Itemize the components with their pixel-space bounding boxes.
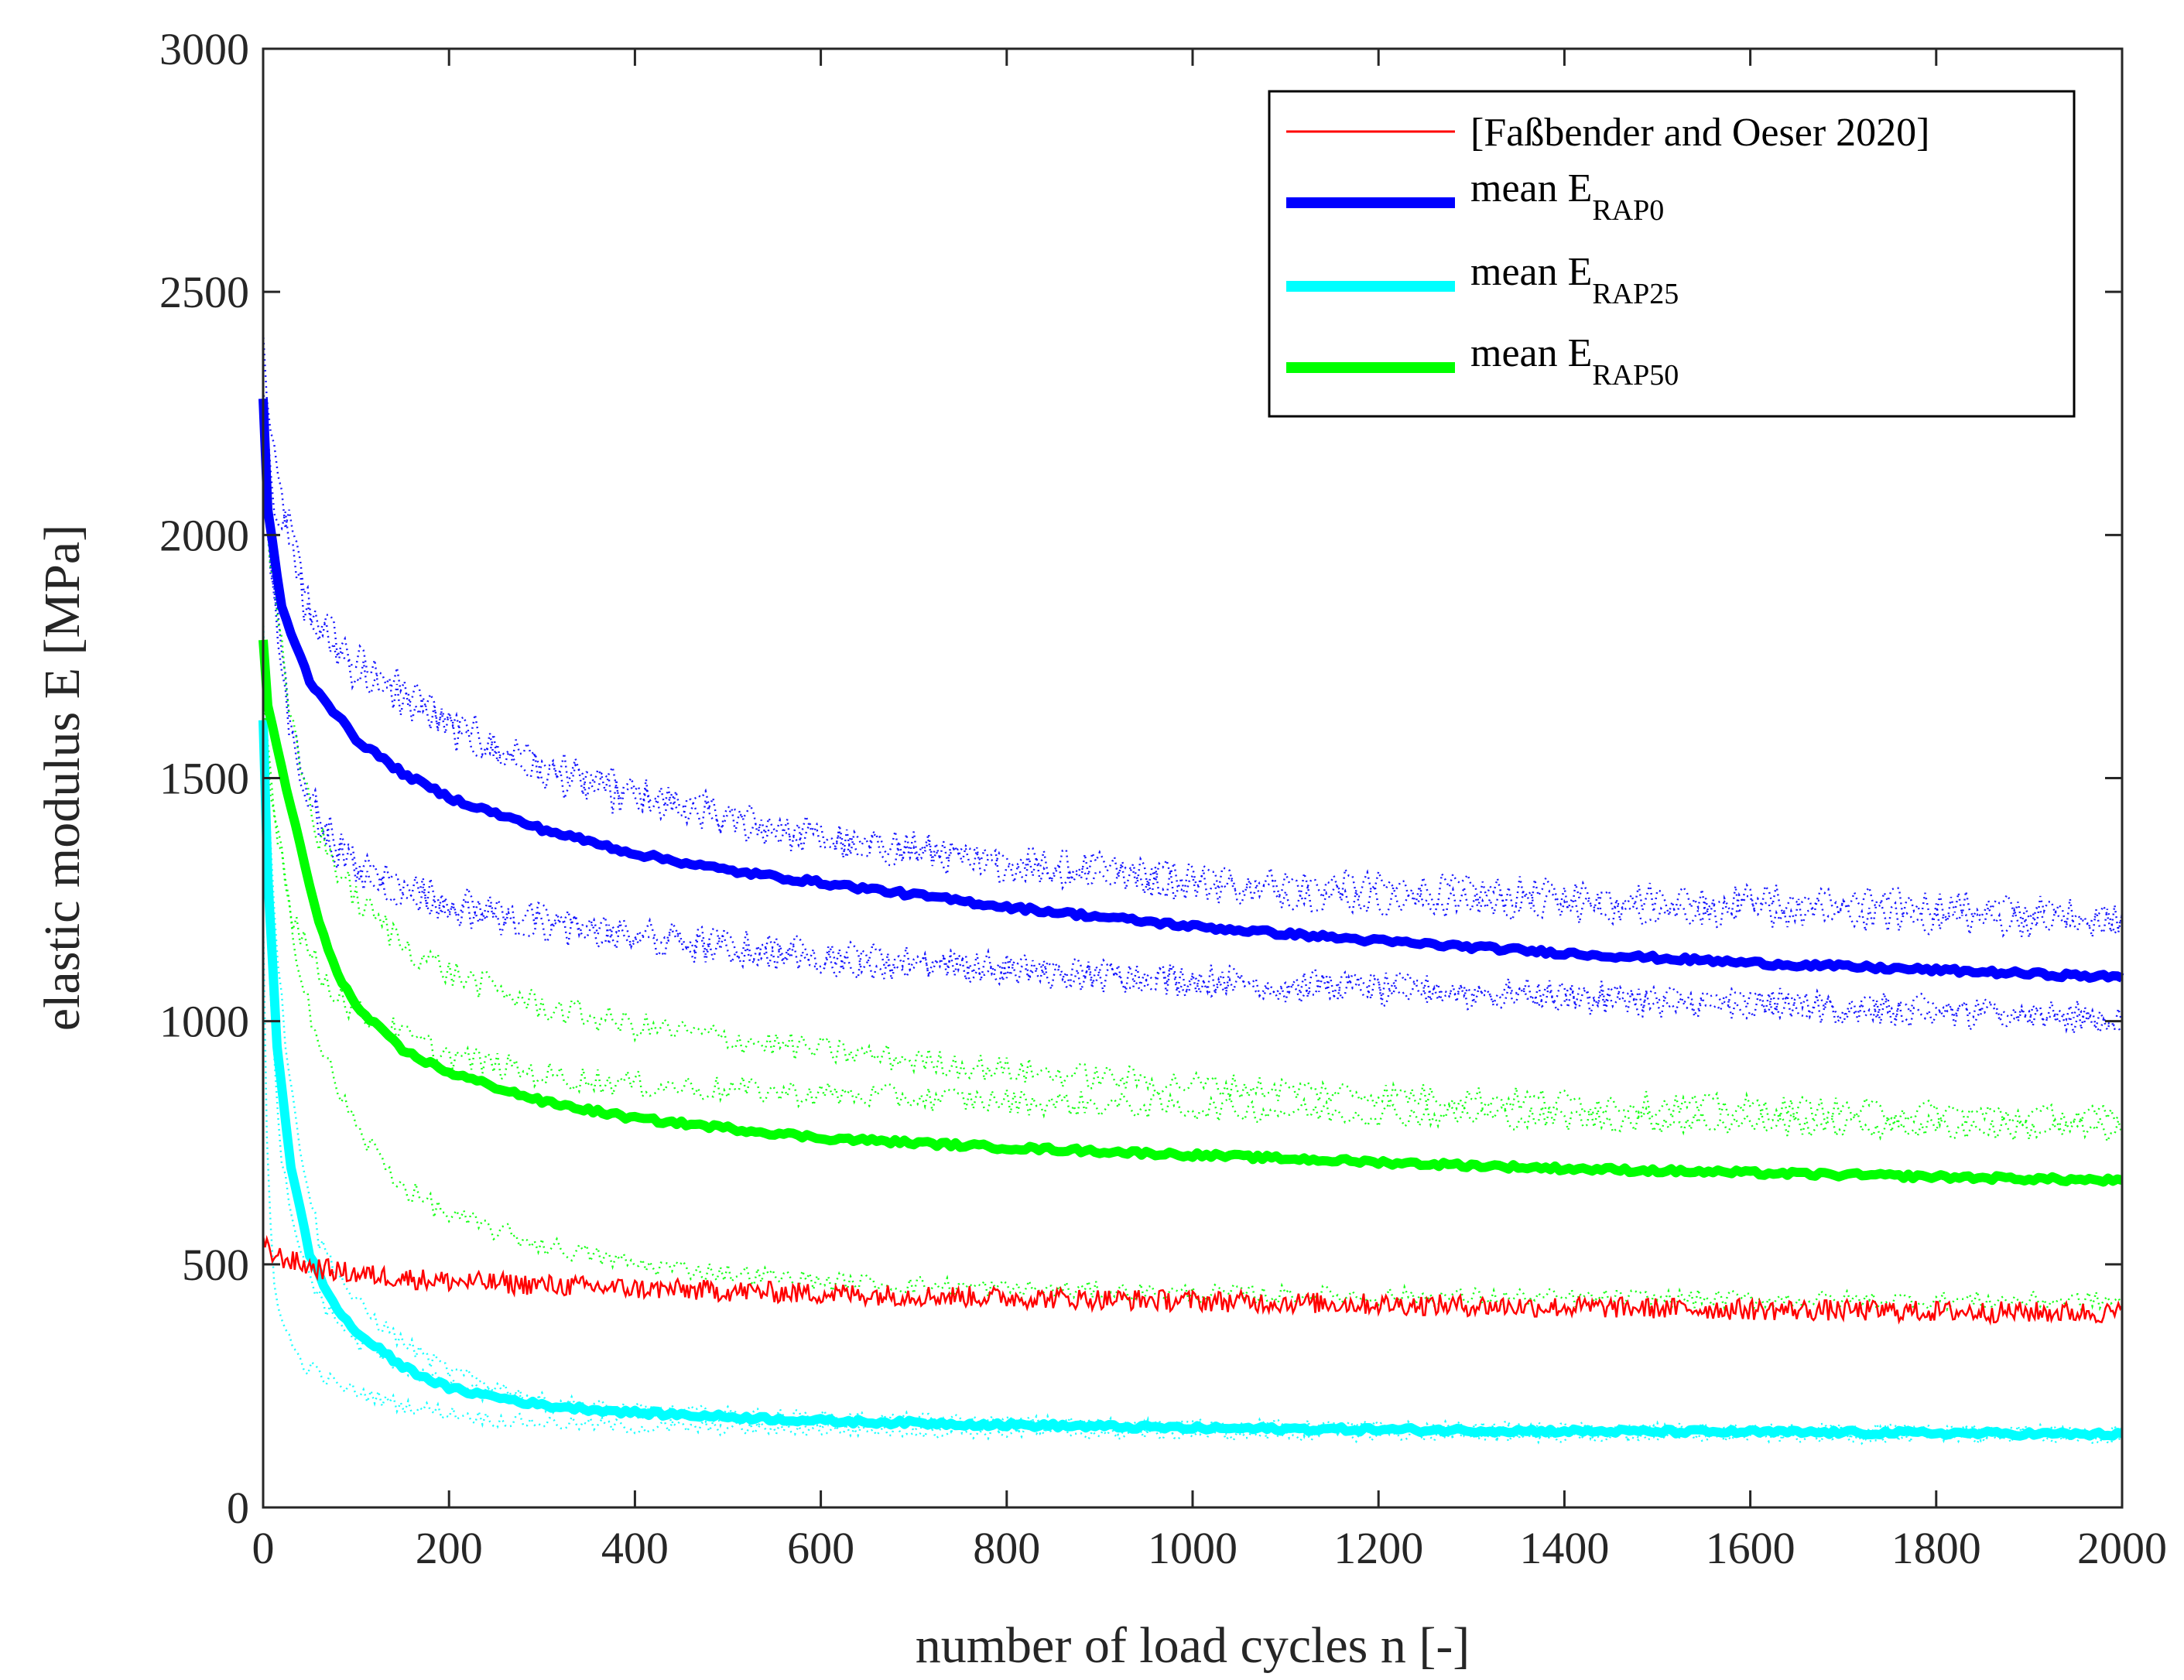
- series-mean-e-rap0: [258, 399, 2124, 983]
- x-axis-label: number of load cycles n [-]: [916, 1617, 1470, 1674]
- data-layer: [258, 332, 2124, 1446]
- x-tick-label: 800: [973, 1523, 1040, 1573]
- y-axis-label: elastic modulus E [MPa]: [34, 525, 91, 1031]
- legend-label-rap50-main: mean E: [1470, 331, 1592, 375]
- sample-trace: [262, 332, 2124, 933]
- y-tick-label: 2500: [159, 267, 249, 317]
- x-tick-label: 200: [416, 1523, 483, 1573]
- y-tick-label: 3000: [159, 24, 249, 74]
- legend-label-fassbender: [Faßbender and Oeser 2020]: [1470, 111, 1929, 155]
- series-rap0-sample-1: [262, 332, 2124, 933]
- x-tick-label: 1000: [1148, 1523, 1237, 1573]
- sample-trace: [262, 389, 2124, 938]
- mean-line: [258, 639, 2124, 1187]
- x-tick-label: 1400: [1519, 1523, 1609, 1573]
- sample-trace: [262, 676, 2124, 1145]
- x-tick-label: 1800: [1891, 1523, 1981, 1573]
- legend: [Faßbender and Oeser 2020] mean ERAP0 me…: [1268, 90, 2076, 418]
- legend-label-rap25-main: mean E: [1470, 250, 1592, 294]
- series-rap0-sample-3: [262, 434, 2124, 1030]
- legend-label-rap50-sub: RAP50: [1592, 359, 1679, 392]
- legend-label-rap0-sub: RAP0: [1592, 194, 1664, 227]
- y-tick-label: 500: [182, 1240, 249, 1290]
- sample-trace: [262, 434, 2124, 1030]
- series-mean-e-rap25: [258, 720, 2124, 1441]
- x-tick-label: 400: [601, 1523, 669, 1573]
- legend-label-rap50: mean ERAP50: [1470, 331, 1679, 392]
- x-tick-label: 1600: [1706, 1523, 1795, 1573]
- x-tick-label: 0: [252, 1523, 275, 1573]
- legend-label-rap25-sub: RAP25: [1592, 278, 1679, 310]
- legend-label-rap0-main: mean E: [1470, 166, 1592, 210]
- y-tick-label: 1500: [159, 754, 249, 804]
- ticks-layer: 0 200 400 600 800 1000 1200 1400 1600 1800 2000 0 50…: [159, 24, 2167, 1573]
- y-tick-label: 0: [227, 1483, 249, 1533]
- x-tick-label: 600: [787, 1523, 854, 1573]
- x-tick-label: 1200: [1333, 1523, 1423, 1573]
- series-rap50-sample-2: [262, 676, 2124, 1145]
- y-tick-label: 1000: [159, 997, 249, 1047]
- y-tick-label: 2000: [159, 510, 249, 560]
- series-mean-e-rap50: [258, 639, 2124, 1187]
- series-rap0-sample-2: [262, 389, 2124, 938]
- x-tick-label: 2000: [2077, 1523, 2167, 1573]
- legend-label-rap0: mean ERAP0: [1470, 166, 1664, 227]
- mean-line: [258, 399, 2124, 983]
- legend-label-rap25: mean ERAP25: [1470, 250, 1679, 310]
- mean-line: [258, 720, 2124, 1441]
- reference-line: [262, 1234, 2124, 1326]
- series-fa-bender-and-oeser-2020: [262, 1234, 2124, 1326]
